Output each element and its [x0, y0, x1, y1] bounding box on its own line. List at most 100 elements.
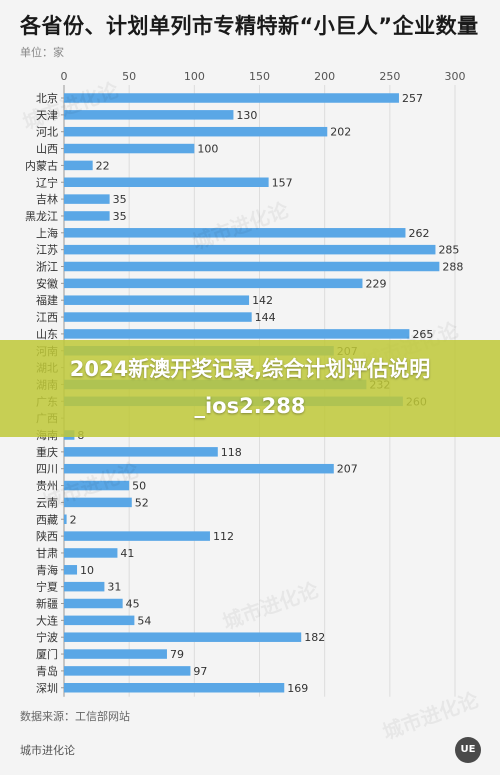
bar-value-label: 22: [96, 159, 110, 172]
y-category-label: 青岛: [36, 664, 58, 678]
bar: [64, 497, 132, 508]
bar: [64, 93, 399, 103]
bar-value-label: 265: [412, 328, 433, 341]
bar: [64, 177, 269, 187]
bar: [64, 683, 285, 693]
bar: [64, 261, 440, 272]
bar-value-label: 35: [113, 210, 127, 223]
bar-value-label: 54: [137, 614, 151, 627]
y-category-label: 新疆: [36, 597, 58, 611]
bar-value-label: 182: [304, 631, 325, 644]
bar-value-label: 10: [80, 564, 94, 577]
promo-overlay-text: 2024新澳开奖记录,综合计划评估说明_ios2.288: [69, 357, 431, 418]
x-tick-label: 200: [314, 70, 335, 83]
y-category-label: 大连: [36, 613, 58, 627]
y-category-label: 江苏: [36, 244, 58, 257]
bar: [64, 228, 406, 238]
x-tick-label: 50: [122, 70, 136, 83]
y-category-label: 安徽: [36, 276, 58, 290]
y-category-label: 浙江: [36, 261, 58, 274]
y-category-label: 青海: [36, 563, 58, 577]
bar-value-label: 52: [135, 496, 149, 509]
bar: [64, 531, 210, 541]
bar-value-label: 169: [287, 682, 308, 695]
bar: [64, 598, 123, 609]
y-category-label: 河北: [36, 126, 58, 139]
bar: [64, 463, 334, 474]
bar: [64, 312, 252, 322]
bar: [64, 295, 250, 305]
bar-value-label: 79: [170, 648, 184, 661]
y-category-label: 陕西: [36, 529, 58, 543]
y-category-label: 甘肃: [36, 547, 58, 560]
y-category-label: 吉林: [36, 192, 58, 206]
bar: [64, 110, 234, 120]
bar-value-label: 257: [402, 92, 423, 105]
y-category-label: 山西: [36, 143, 58, 156]
bar-value-label: 229: [365, 277, 386, 290]
bar: [64, 666, 191, 676]
y-category-label: 云南: [36, 496, 58, 509]
bar-value-label: 45: [126, 598, 140, 611]
y-category-label: 江西: [36, 311, 58, 324]
bar: [64, 581, 105, 592]
y-category-label: 北京: [36, 91, 58, 105]
y-category-label: 天津: [36, 109, 58, 122]
source-note: 数据来源：工信部网站: [20, 710, 130, 723]
bar-value-label: 288: [442, 261, 463, 274]
y-category-label: 上海: [36, 226, 58, 240]
chart-title: 各省份、计划单列市专精特新“小巨人”企业数量: [20, 14, 479, 38]
y-category-label: 福建: [36, 293, 58, 307]
bar: [64, 160, 93, 171]
bar: [64, 548, 118, 558]
y-category-label: 辽宁: [36, 175, 58, 189]
bar-value-label: 100: [197, 143, 218, 156]
bar: [64, 514, 67, 524]
bar-value-label: 130: [236, 109, 257, 122]
y-category-label: 四川: [36, 463, 58, 476]
bar-value-label: 262: [408, 227, 429, 240]
bar: [64, 278, 363, 289]
bar-value-label: 112: [213, 530, 234, 543]
bar: [64, 211, 110, 221]
bar: [64, 565, 78, 575]
bar-value-label: 50: [132, 480, 146, 493]
y-category-label: 深圳: [36, 682, 58, 695]
y-category-label: 贵州: [36, 480, 58, 493]
bar: [64, 194, 110, 204]
bar-value-label: 157: [272, 176, 293, 189]
bar: [64, 480, 130, 491]
x-tick-label: 0: [61, 70, 68, 83]
brand-logo-icon: UE: [455, 737, 481, 763]
bar-value-label: 97: [193, 665, 207, 678]
brand-name: 城市进化论: [20, 744, 75, 757]
y-category-label: 内蒙古: [25, 158, 58, 172]
bar-value-label: 144: [255, 311, 276, 324]
bar-value-label: 41: [120, 547, 134, 560]
bar-value-label: 35: [113, 193, 127, 206]
bar-value-label: 285: [438, 244, 459, 257]
y-category-label: 宁夏: [36, 580, 58, 594]
bar-value-label: 118: [221, 446, 242, 459]
x-tick-label: 250: [379, 70, 400, 83]
bar-value-label: 202: [330, 126, 351, 139]
bar: [64, 329, 410, 339]
bar: [64, 143, 195, 154]
bar: [64, 126, 328, 137]
y-category-label: 黑龙江: [25, 210, 58, 223]
y-category-label: 重庆: [36, 445, 58, 459]
bar-value-label: 2: [70, 513, 77, 526]
bar-value-label: 207: [337, 463, 358, 476]
x-tick-label: 150: [249, 70, 270, 83]
y-category-label: 厦门: [36, 647, 58, 661]
bar: [64, 615, 135, 626]
y-category-label: 西藏: [36, 513, 58, 526]
bar: [64, 447, 218, 457]
bar: [64, 244, 436, 255]
bar-value-label: 142: [252, 294, 273, 307]
promo-overlay: [0, 340, 500, 437]
y-category-label: 宁波: [36, 630, 58, 644]
bar: [64, 649, 167, 659]
y-category-label: 山东: [36, 328, 58, 341]
x-tick-label: 100: [184, 70, 205, 83]
